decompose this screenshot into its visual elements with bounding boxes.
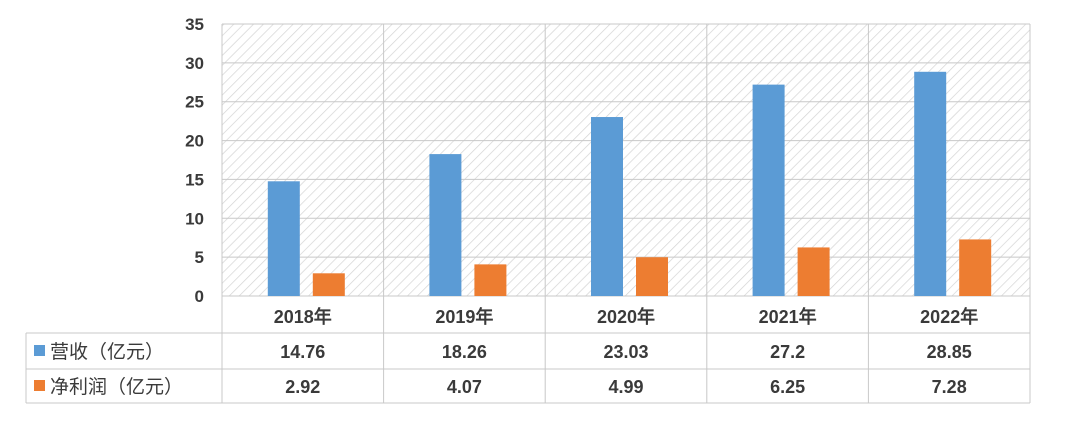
- category-label: 2022年: [920, 306, 978, 327]
- table-cell-value: 4.07: [447, 377, 482, 397]
- bar-revenue: [914, 71, 947, 297]
- table-cell-value: 18.26: [442, 342, 487, 362]
- y-tick-label: 25: [185, 93, 204, 112]
- bar-net-profit: [797, 247, 830, 296]
- y-tick-label: 5: [195, 248, 204, 267]
- row-label-net-profit: 净利润（亿元）: [50, 376, 183, 398]
- legend-key-revenue: [34, 345, 45, 356]
- table-cell-value: 23.03: [603, 342, 648, 362]
- table-cell-value: 28.85: [927, 342, 972, 362]
- table-cell-value: 27.2: [770, 342, 805, 362]
- legend-key-net-profit: [34, 380, 45, 391]
- bar-revenue: [591, 117, 623, 296]
- category-label: 2021年: [759, 306, 817, 327]
- bar-net-profit: [959, 239, 992, 296]
- y-tick-label: 35: [185, 15, 204, 34]
- bar-net-profit: [312, 273, 345, 296]
- y-tick-label: 30: [185, 54, 204, 73]
- bar-revenue: [429, 154, 462, 296]
- table-cell-value: 7.28: [932, 377, 967, 397]
- y-tick-label: 10: [185, 209, 204, 228]
- table-cell-value: 6.25: [770, 377, 805, 397]
- category-label: 2018年: [274, 306, 332, 327]
- plot-area-background: [222, 24, 1030, 296]
- table-cell-value: 2.92: [285, 377, 320, 397]
- y-tick-label: 0: [195, 287, 204, 306]
- bar-net-profit: [636, 257, 668, 296]
- y-tick-label: 20: [185, 132, 204, 151]
- bar-net-profit: [474, 264, 507, 296]
- row-label-revenue: 营收（亿元）: [50, 341, 164, 363]
- table-cell-value: 4.99: [608, 377, 643, 397]
- category-label: 2020年: [597, 306, 655, 327]
- y-tick-label: 15: [185, 170, 204, 189]
- bar-revenue: [267, 181, 300, 296]
- bar-revenue: [752, 84, 785, 296]
- category-label: 2019年: [435, 306, 493, 327]
- table-cell-value: 14.76: [280, 342, 325, 362]
